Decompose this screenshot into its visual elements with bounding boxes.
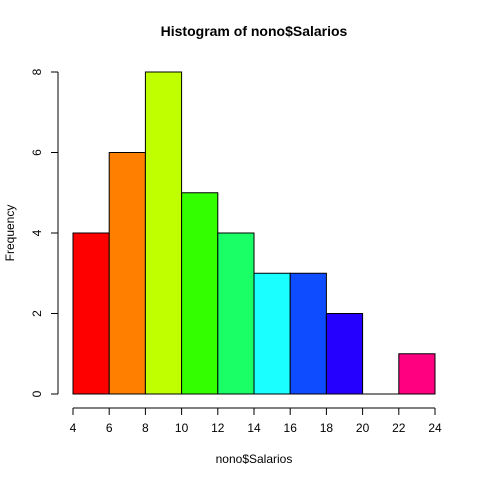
chart-title: Histogram of nono$Salarios — [161, 23, 348, 39]
x-tick-label: 24 — [428, 421, 442, 435]
x-tick-label: 16 — [284, 421, 298, 435]
histogram-bar-3 — [144, 71, 183, 395]
y-tick-label: 2 — [30, 310, 44, 317]
x-tick-label: 12 — [211, 421, 225, 435]
x-tick-label: 8 — [142, 421, 149, 435]
y-tick-label: 0 — [30, 390, 44, 397]
histogram-bar-2 — [108, 152, 146, 395]
histogram-bar-8 — [325, 313, 364, 395]
x-tick-label: 20 — [356, 421, 370, 435]
histogram-bar-6 — [253, 272, 291, 395]
y-tick-label: 8 — [30, 68, 44, 75]
x-tick-label: 22 — [392, 421, 406, 435]
histogram-bar-5 — [217, 232, 255, 395]
x-tick-label: 10 — [175, 421, 189, 435]
x-axis-label: nono$Salarios — [216, 452, 293, 466]
y-tick-label: 6 — [30, 149, 44, 156]
x-tick-label: 18 — [320, 421, 334, 435]
y-tick-label: 4 — [30, 229, 44, 236]
histogram-bar-10 — [398, 353, 436, 395]
y-axis: 0 2 4 6 8 — [30, 68, 59, 397]
x-tick-label: 14 — [247, 421, 261, 435]
y-axis-label: Frequency — [3, 205, 17, 262]
histogram-bar-4 — [181, 192, 219, 395]
x-tick-label: 6 — [106, 421, 113, 435]
bars-group — [72, 71, 436, 395]
histogram-bar-7 — [289, 272, 327, 395]
x-tick-label: 4 — [70, 421, 77, 435]
histogram-bar-1 — [72, 232, 110, 395]
x-axis: 4 6 8 10 12 14 16 18 20 22 24 — [70, 407, 442, 435]
